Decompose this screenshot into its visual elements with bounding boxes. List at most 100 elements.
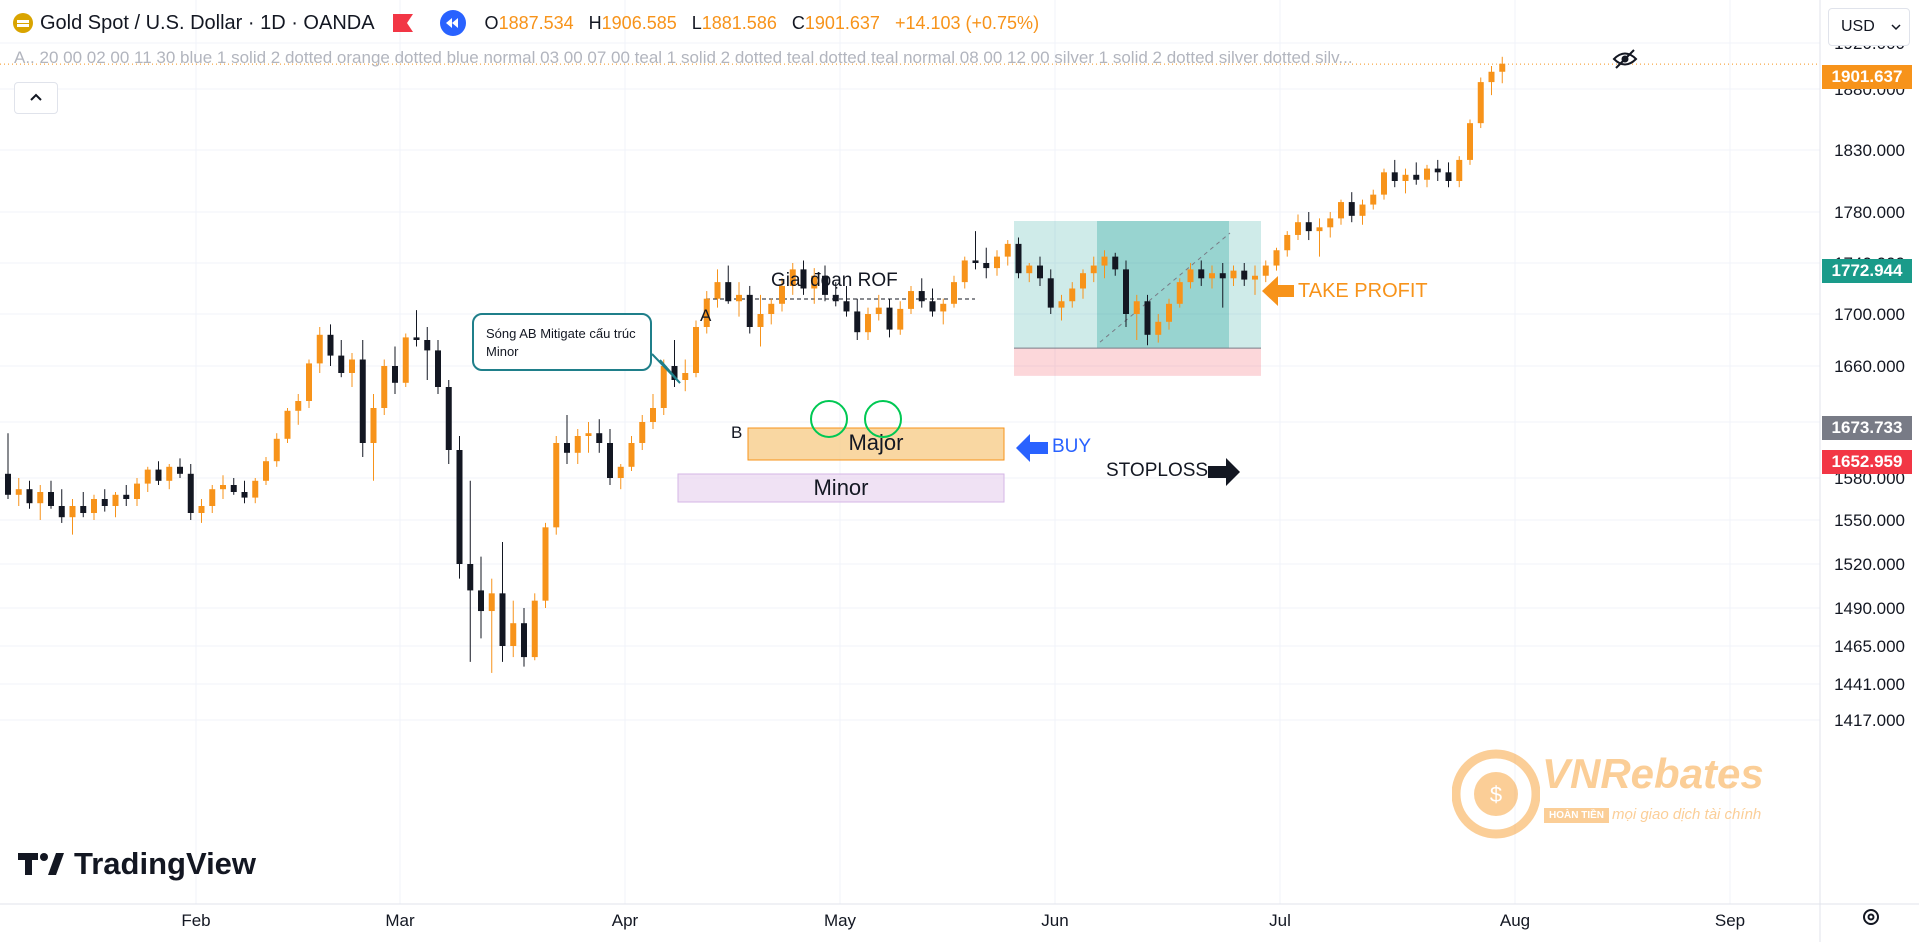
candle-body	[617, 466, 624, 478]
candle-body	[80, 506, 87, 513]
ohlc-open-label: O	[484, 12, 499, 33]
tradingview-logo[interactable]: TradingView	[18, 846, 256, 882]
last-price-label: 1901.637	[1822, 65, 1912, 89]
candle-body	[671, 366, 678, 380]
ohlc-high-label: H	[588, 12, 602, 33]
x-tick-label: Jul	[1269, 911, 1291, 930]
candle-body	[381, 366, 388, 408]
candle-body	[48, 492, 54, 506]
x-tick-label: Aug	[1500, 911, 1530, 930]
ohlc-close: 1901.637	[804, 12, 880, 33]
candle-body	[1252, 275, 1258, 280]
studies-legend[interactable]: A.. 20 00 02 00 11 30 blue 1 solid 2 dot…	[14, 48, 1353, 67]
candle-body	[1338, 202, 1344, 219]
buy-label: BUY	[1052, 436, 1092, 457]
candle-body	[144, 469, 151, 484]
candle-body	[198, 506, 205, 513]
candle-body	[1413, 174, 1420, 180]
candle-body	[338, 355, 345, 373]
candle-body	[58, 506, 65, 518]
take-profit-zone	[1014, 220, 1261, 349]
candle-body	[1445, 172, 1452, 181]
candle-body	[1434, 168, 1441, 173]
candle-body	[1090, 265, 1097, 274]
candle-body	[1327, 218, 1334, 228]
candle-body	[1359, 204, 1366, 216]
candle-body	[123, 494, 130, 499]
candle-body	[252, 480, 259, 498]
symbol-title[interactable]: Gold Spot / U.S. Dollar · 1D · OANDA	[40, 11, 375, 34]
candle-body	[1230, 270, 1237, 279]
candle-body	[886, 307, 893, 330]
candle-body	[456, 450, 463, 564]
flag-icon[interactable]	[392, 14, 413, 32]
liquidity-circle	[810, 400, 848, 438]
candle-body	[1273, 250, 1280, 266]
candle-body	[1058, 301, 1065, 308]
candle-body	[918, 291, 925, 302]
candle-body	[1477, 82, 1484, 124]
candle-body	[220, 485, 226, 490]
chevron-up-icon	[29, 89, 43, 107]
coin-logo-icon: $	[1451, 748, 1541, 845]
candle-body	[478, 590, 484, 612]
candle-body	[1004, 243, 1011, 257]
candle-body	[1305, 222, 1312, 232]
candle-body	[1015, 243, 1022, 274]
candle-body	[875, 307, 882, 314]
candle-body	[746, 294, 753, 327]
candle-body	[327, 334, 334, 356]
candle-body	[435, 350, 441, 387]
chevron-down-icon	[1891, 23, 1901, 31]
candle-body	[306, 363, 312, 401]
candle-body	[15, 489, 22, 495]
callout-pointer	[651, 353, 681, 384]
candle-body	[1112, 256, 1119, 270]
y-tick-label: 1490.000	[1834, 599, 1905, 618]
candle-body	[1209, 273, 1215, 279]
currency-select[interactable]: USD	[1828, 8, 1910, 46]
entry-price-label: 1673.733	[1822, 416, 1912, 440]
candle-body	[650, 408, 656, 422]
point-a-label: A	[700, 306, 712, 325]
candle-body	[1284, 234, 1291, 251]
candle-body	[510, 623, 517, 646]
watermark-tag: HOÀN TIỀN	[1544, 808, 1609, 823]
y-tick-label: 1417.000	[1834, 711, 1905, 730]
candle-body	[1402, 174, 1409, 181]
candle-body	[929, 301, 936, 312]
candle-body	[897, 308, 904, 330]
candle-body	[1155, 321, 1162, 335]
candle-body	[1069, 288, 1076, 302]
candle-body	[112, 494, 119, 506]
candle-body	[349, 359, 355, 373]
ohlc-open: 1887.534	[498, 12, 574, 33]
candle-body	[607, 443, 613, 478]
watermark-slogan: mọi giao dịch tài chính	[1612, 806, 1762, 823]
settings-gear-icon[interactable]	[1860, 906, 1882, 933]
rof-label: Giai đoạn ROF	[771, 270, 898, 291]
replay-rewind-icon[interactable]	[439, 9, 467, 37]
stop-loss-zone	[1014, 348, 1261, 376]
candle-body	[1219, 273, 1226, 279]
liquidity-circle	[864, 400, 902, 438]
x-tick-label: May	[824, 911, 857, 930]
candle-body	[1262, 265, 1269, 276]
candle-body	[101, 499, 108, 506]
watermark: $ VNRebates HOÀN TIỀN mọi giao dịch tài …	[1451, 748, 1792, 840]
candle-body	[295, 401, 302, 411]
hide-eye-icon[interactable]	[1612, 48, 1638, 75]
candle-body	[832, 294, 839, 302]
candle-body	[789, 269, 796, 286]
major-zone	[747, 427, 1005, 461]
candle-body	[467, 564, 474, 591]
tradingview-logo-icon	[18, 851, 64, 877]
collapse-legend-button[interactable]	[14, 82, 58, 114]
chart-header: Gold Spot / U.S. Dollar · 1D · OANDA O18…	[0, 0, 1830, 46]
candle-body	[1176, 282, 1183, 304]
candle-body	[1381, 172, 1387, 195]
y-tick-label: 1441.000	[1834, 675, 1905, 694]
ohlc-low-label: L	[691, 12, 702, 33]
y-tick-label: 1550.000	[1834, 511, 1905, 530]
